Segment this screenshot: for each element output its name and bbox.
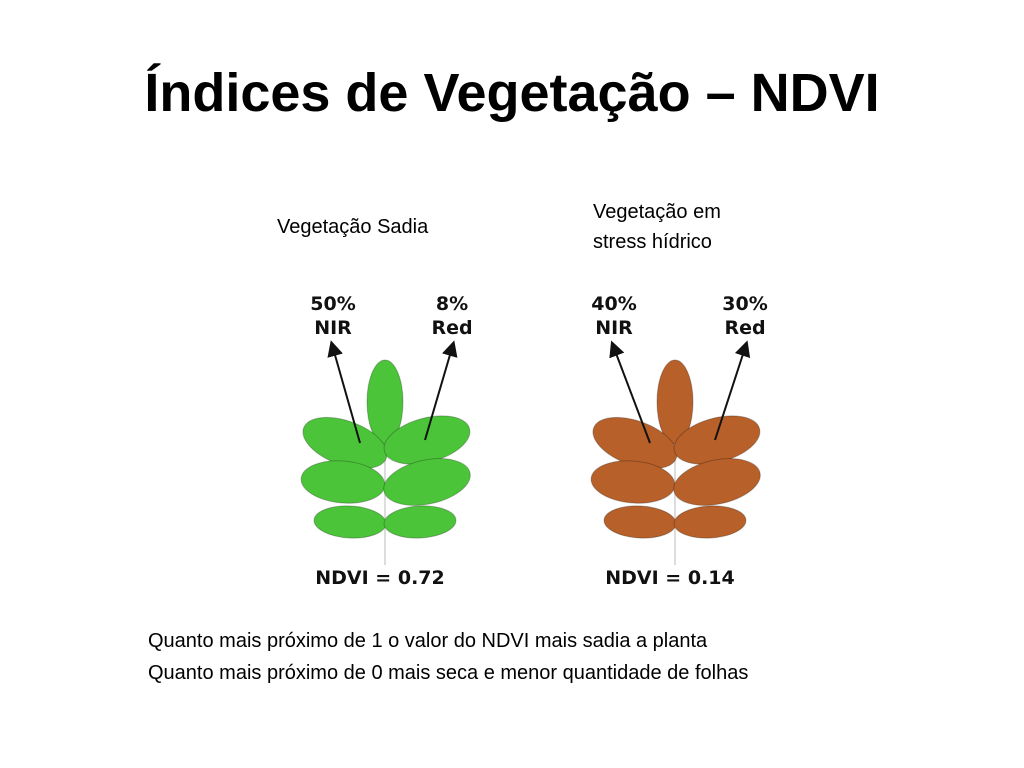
nir-percentage: 50% [310,293,355,315]
leaf [673,505,747,539]
leaf [603,505,677,539]
nir-label: NIR [314,317,352,339]
notes: Quanto mais próximo de 1 o valor do NDVI… [148,625,748,689]
stressed-leaf-diagram: 40%NIR 30%Red NDVI = 0.14 [590,293,768,589]
note-line-2: Quanto mais próximo de 0 mais seca e men… [148,662,749,684]
leaf [383,505,457,539]
leaf [673,458,761,506]
red-percentage: 30% [722,293,767,315]
ndvi-value: NDVI = 0.72 [315,567,444,589]
nir-arrow [327,340,361,444]
red-label: Red [724,317,765,339]
healthy-leaf-diagram: 50%NIR 8%Red NDVI = 0.72 [300,293,473,589]
red-arrow [714,340,751,441]
stressed-caption: Vegetação em stress hídrico [593,197,721,257]
red-label: Red [431,317,472,339]
nir-percentage: 40% [591,293,636,315]
healthy-caption: Vegetação Sadia [277,216,429,238]
leaf [383,458,471,506]
red-percentage: 8% [436,293,468,315]
stressed-caption-line1: Vegetação em [593,201,721,223]
nir-label: NIR [595,317,633,339]
red-arrow [424,340,458,441]
slide-title: Índices de Vegetação – NDVI [144,63,880,123]
leaf [313,505,387,539]
nir-arrow [609,340,651,444]
stressed-caption-line2: stress hídrico [593,231,712,253]
ndvi-value: NDVI = 0.14 [605,567,734,589]
note-line-1: Quanto mais próximo de 1 o valor do NDVI… [148,630,708,652]
